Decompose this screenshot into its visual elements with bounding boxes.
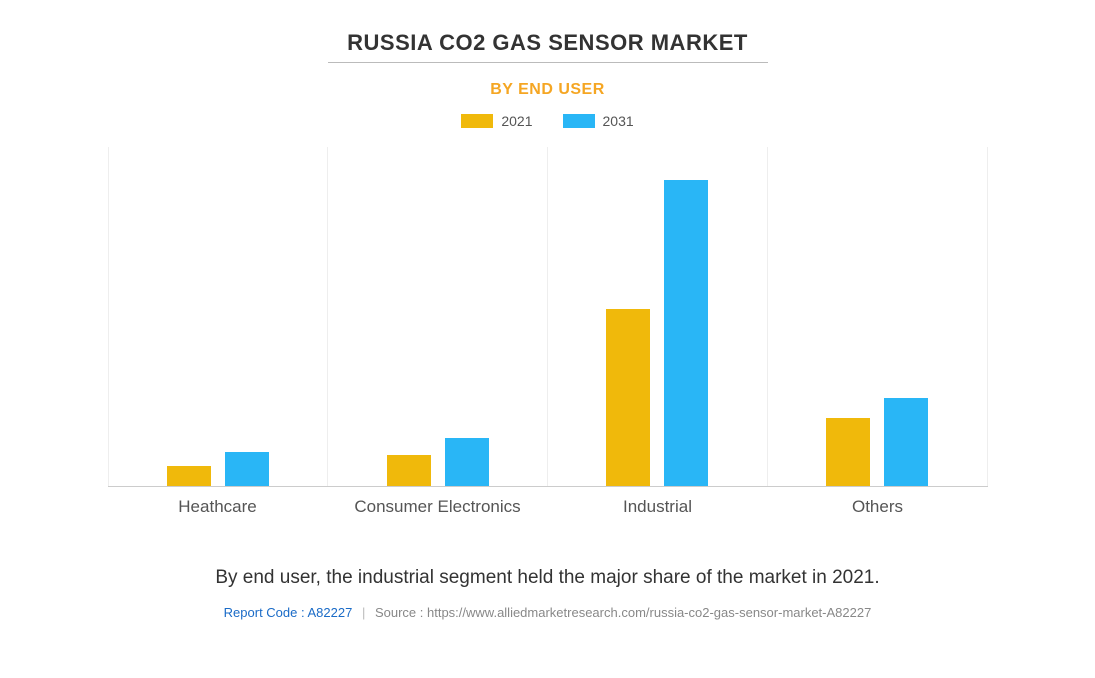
title-underline (328, 62, 768, 63)
source-label: Source : (375, 605, 427, 620)
bar-group (108, 147, 328, 486)
chart-area: HeathcareConsumer ElectronicsIndustrialO… (108, 147, 988, 517)
bar (167, 466, 211, 486)
footer-separator: | (362, 605, 365, 620)
bar (664, 180, 708, 486)
plot-area (108, 147, 988, 487)
chart-title: RUSSIA CO2 GAS SENSOR MARKET (40, 30, 1055, 56)
report-code: A82227 (307, 605, 352, 620)
x-axis-label: Heathcare (108, 497, 328, 517)
bar (225, 452, 269, 486)
legend-item-2031: 2031 (563, 113, 634, 129)
legend: 2021 2031 (40, 113, 1055, 129)
legend-label-2031: 2031 (603, 113, 634, 129)
bar (445, 438, 489, 486)
x-axis-label: Consumer Electronics (328, 497, 548, 517)
bar (387, 455, 431, 486)
x-axis-labels: HeathcareConsumer ElectronicsIndustrialO… (108, 497, 988, 517)
bar (826, 418, 870, 486)
footer: Report Code : A82227 | Source : https://… (40, 605, 1055, 620)
report-code-label: Report Code : (224, 605, 308, 620)
caption-text: By end user, the industrial segment held… (40, 567, 1055, 589)
x-axis-label: Others (768, 497, 988, 517)
bar-group (327, 147, 547, 486)
bar (884, 398, 928, 486)
legend-swatch-2021 (461, 114, 493, 128)
chart-subtitle: BY END USER (40, 81, 1055, 99)
source-url: https://www.alliedmarketresearch.com/rus… (427, 605, 871, 620)
bar (606, 309, 650, 486)
x-axis-label: Industrial (548, 497, 768, 517)
legend-swatch-2031 (563, 114, 595, 128)
bar-group (547, 147, 767, 486)
bar-group (767, 147, 988, 486)
legend-label-2021: 2021 (501, 113, 532, 129)
legend-item-2021: 2021 (461, 113, 532, 129)
